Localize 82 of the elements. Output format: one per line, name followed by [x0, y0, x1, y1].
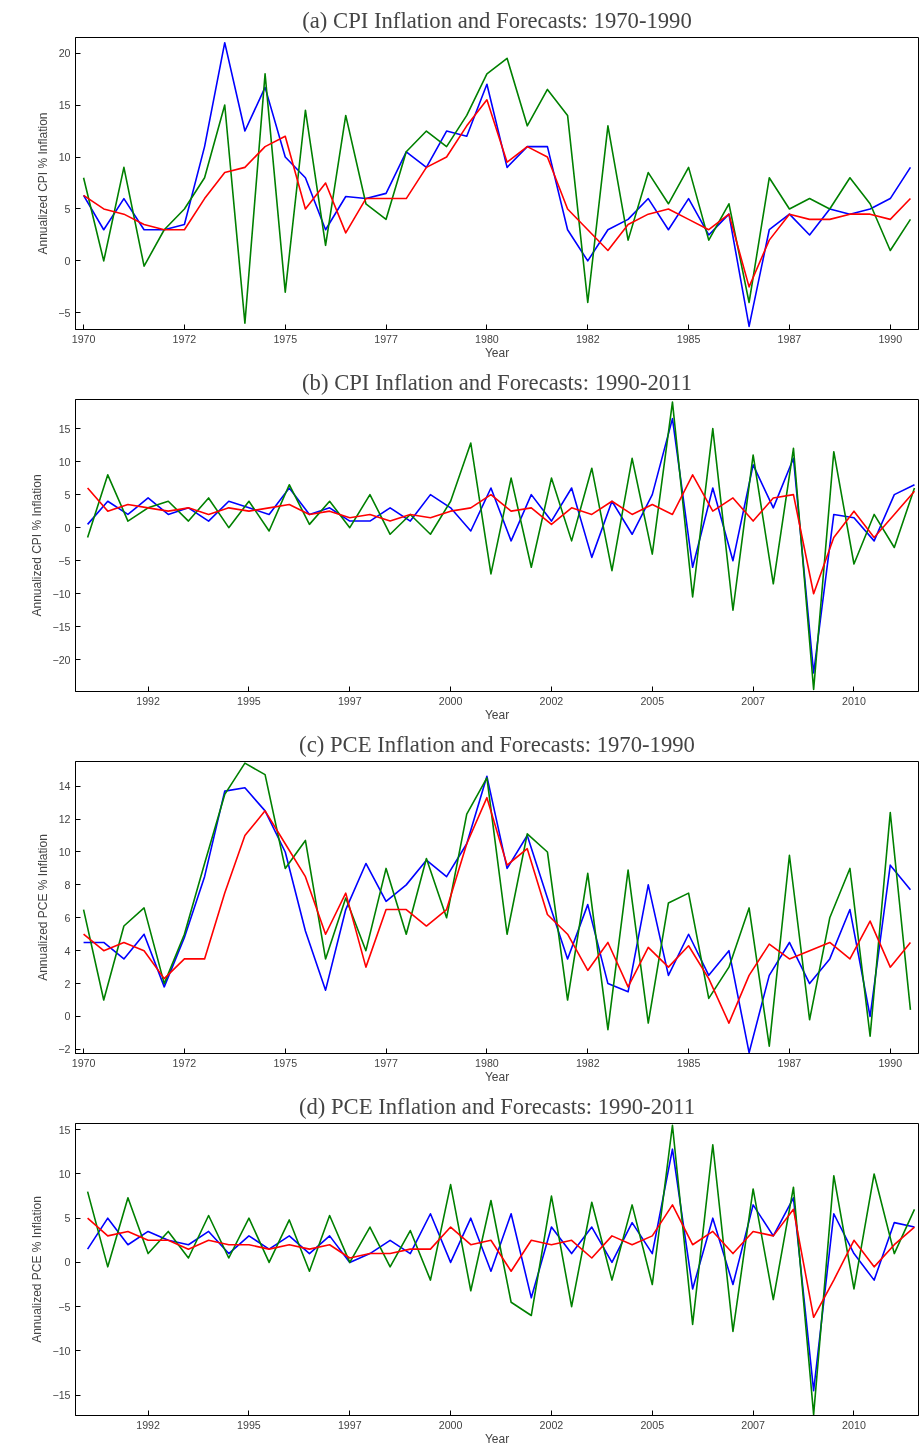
y-tick-label: 4: [64, 944, 71, 957]
y-tick-label: −5: [58, 1300, 71, 1313]
y-tick-label: 0: [64, 1010, 71, 1023]
chart-title: (d) PCE Inflation and Forecasts: 1990-2011: [298, 1093, 696, 1119]
y-tick-label: 6: [64, 911, 71, 924]
x-axis-title: Year: [484, 1069, 510, 1084]
x-tick-label: 2002: [539, 694, 564, 707]
x-tick-label: 1992: [136, 1418, 161, 1431]
y-axis-title: Annualized CPI % Inflation: [36, 112, 51, 255]
y-tick-label: −2: [58, 1043, 71, 1056]
y-tick-label: 10: [58, 1167, 71, 1180]
line-series: [86, 1124, 916, 1416]
line-series: [86, 1204, 916, 1319]
chart-title: (a) CPI Inflation and Forecasts: 1970-1990: [302, 7, 692, 33]
x-tick-label: 2005: [640, 694, 665, 707]
x-axis-title: Year: [484, 707, 510, 722]
x-tick-label: 1995: [237, 1418, 261, 1431]
y-tick-label: 15: [58, 1123, 71, 1136]
y-tick-label: 2: [64, 977, 71, 990]
y-tick-label: 10: [58, 845, 71, 858]
y-tick-label: 15: [58, 422, 71, 435]
y-tick-label: 15: [58, 99, 71, 112]
x-tick-label: 1980: [475, 332, 499, 345]
x-tick-label: 2010: [842, 694, 866, 707]
x-tick-label: 1997: [337, 694, 362, 707]
y-tick-label: 10: [58, 455, 71, 468]
x-tick-label: 2000: [438, 1418, 463, 1431]
x-tick-label: 1992: [136, 694, 161, 707]
y-tick-label: 10: [58, 151, 71, 163]
y-tick-label: −10: [52, 587, 71, 600]
y-tick-label: −5: [58, 554, 71, 567]
x-tick-label: 2005: [640, 1418, 665, 1431]
x-tick-label: 1990: [878, 1056, 903, 1069]
y-tick-label: −15: [52, 620, 71, 633]
line-series: [82, 99, 912, 288]
y-tick-label: 20: [58, 47, 71, 60]
line-series: [82, 796, 912, 1024]
x-tick-label: 2010: [842, 1418, 866, 1431]
y-tick-label: 5: [64, 488, 71, 501]
x-tick-label: 1975: [273, 332, 298, 345]
y-axis-title: Annualized PCE % Inflation: [36, 834, 51, 981]
y-tick-label: 8: [64, 878, 71, 891]
y-tick-label: 0: [64, 521, 71, 534]
y-tick-label: 0: [64, 1256, 71, 1269]
x-tick-label: 2007: [741, 694, 766, 707]
x-tick-label: 1995: [237, 694, 261, 707]
x-tick-label: 1985: [676, 332, 701, 345]
x-tick-label: 1985: [676, 1056, 701, 1069]
x-axis-title: Year: [484, 1431, 510, 1446]
x-tick-label: 2000: [438, 694, 463, 707]
chart-title: (c) PCE Inflation and Forecasts: 1970-1990: [299, 731, 695, 757]
x-tick-label: 1972: [172, 332, 197, 345]
x-tick-label: 1982: [575, 1056, 600, 1069]
line-series: [86, 474, 916, 595]
x-tick-label: 1980: [475, 1056, 499, 1069]
x-tick-label: 1987: [777, 1056, 802, 1069]
x-tick-label: 1975: [273, 1056, 298, 1069]
x-tick-label: 1982: [575, 332, 600, 345]
x-tick-label: 1972: [172, 1056, 197, 1069]
x-tick-label: 1997: [337, 1418, 362, 1431]
y-axis-title: Annualized CPI % Inflation: [30, 474, 45, 617]
y-tick-label: 5: [64, 202, 71, 215]
x-tick-label: 2007: [741, 1418, 766, 1431]
x-tick-label: 1987: [777, 332, 802, 345]
x-tick-label: 1970: [71, 1056, 96, 1069]
y-axis-title: Annualized PCE % Inflation: [30, 1196, 45, 1343]
y-tick-label: −5: [58, 306, 71, 319]
x-tick-label: 1977: [374, 332, 399, 345]
chart-title: (b) CPI Inflation and Forecasts: 1990-2011: [302, 369, 692, 395]
x-tick-label: 1970: [71, 332, 96, 345]
x-tick-label: 1977: [374, 1056, 399, 1069]
y-tick-label: −20: [52, 653, 71, 666]
line-series: [86, 1148, 916, 1392]
y-tick-label: −15: [52, 1389, 71, 1402]
x-tick-label: 1990: [878, 332, 903, 345]
x-tick-label: 2002: [539, 1418, 564, 1431]
y-tick-label: 14: [58, 780, 71, 793]
y-tick-label: 5: [64, 1212, 71, 1225]
y-tick-label: 12: [58, 813, 71, 826]
y-tick-label: −10: [52, 1344, 71, 1357]
x-axis-title: Year: [484, 345, 510, 360]
y-tick-label: 0: [64, 254, 71, 267]
